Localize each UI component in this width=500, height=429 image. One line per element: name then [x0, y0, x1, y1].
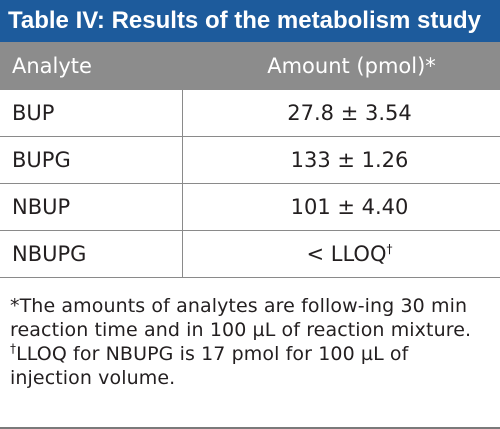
table-row: NBUP 101 ± 4.40 [0, 184, 500, 231]
amount-value: 133 ± 1.26 [290, 148, 409, 172]
table-row: BUPG 133 ± 1.26 [0, 137, 500, 184]
footnote-dagger: †LLOQ for NBUPG is 17 pmol for 100 µL of… [10, 342, 490, 390]
cell-amount: 133 ± 1.26 [183, 137, 500, 183]
footnote-asterisk: *The amounts of analytes are follow-ing … [10, 295, 472, 341]
dagger-mark: † [10, 341, 17, 356]
table-header: Analyte Amount (pmol)* [0, 42, 500, 90]
header-amount: Amount (pmol)* [267, 54, 436, 78]
cell-analyte: NBUP [0, 184, 183, 230]
cell-analyte: NBUPG [0, 231, 183, 277]
amount-value: 27.8 ± 3.54 [287, 101, 412, 125]
dagger-text: LLOQ for NBUPG is 17 pmol for 100 µL of … [10, 343, 409, 389]
cell-analyte: BUP [0, 90, 183, 136]
cell-amount: 101 ± 4.40 [183, 184, 500, 230]
table-title: Table IV: Results of the metabolism stud… [0, 0, 500, 42]
cell-amount: < LLOQ† [183, 231, 500, 277]
table-body: BUP 27.8 ± 3.54 BUPG 133 ± 1.26 NBUP 101… [0, 90, 500, 278]
cell-analyte: BUPG [0, 137, 183, 183]
amount-value: < LLOQ [306, 242, 387, 266]
header-analyte: Analyte [12, 54, 92, 78]
amount-value: 101 ± 4.40 [290, 195, 409, 219]
table-row: BUP 27.8 ± 3.54 [0, 90, 500, 137]
table-footnotes: *The amounts of analytes are follow-ing … [0, 278, 500, 390]
dagger-footnote-mark: † [386, 242, 393, 256]
cell-amount: 27.8 ± 3.54 [183, 90, 500, 136]
table-row: NBUPG < LLOQ† [0, 231, 500, 278]
